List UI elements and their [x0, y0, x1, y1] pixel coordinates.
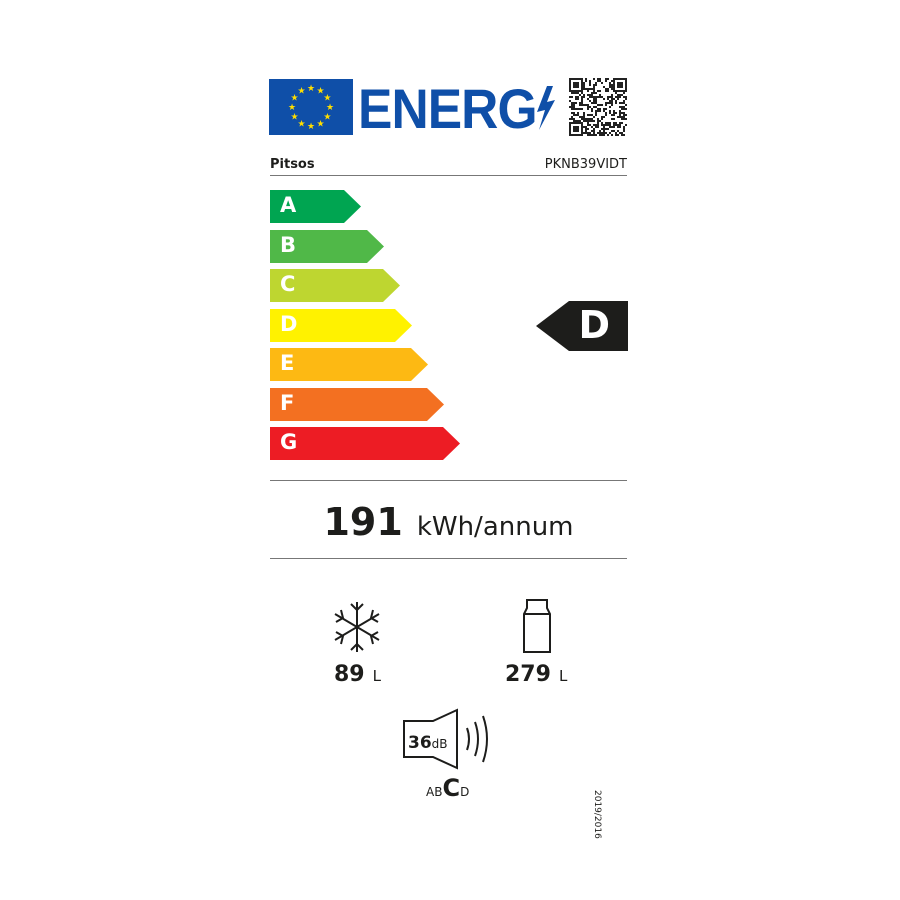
energy-class-letter: B: [280, 232, 297, 257]
svg-text:★: ★: [316, 87, 324, 97]
speaker-icon: [403, 708, 488, 770]
energy-unit: kWh/annum: [416, 512, 574, 542]
eu-flag-icon: ★ ★ ★ ★ ★ ★ ★ ★ ★ ★ ★ ★: [269, 79, 353, 135]
energy-class-bar-A: A: [270, 190, 361, 223]
freezer-value: 89: [334, 662, 365, 687]
rating-letter: D: [578, 303, 610, 347]
svg-text:★: ★: [323, 94, 331, 104]
svg-text:★: ★: [291, 94, 299, 104]
fridge-unit: L: [558, 667, 568, 685]
energy-class-letter: A: [280, 193, 297, 217]
energy-class-bar-D: D: [270, 308, 412, 342]
energy-class-bar-E: E: [270, 348, 428, 381]
snowflake-icon: [334, 602, 380, 652]
energy-class-bar-C: C: [270, 269, 400, 302]
freezer-volume: 89 L: [334, 662, 381, 687]
energy-class-bar-B: B: [270, 229, 384, 263]
fridge-value: 279: [505, 662, 551, 687]
svg-text:★: ★: [297, 119, 305, 129]
divider: [270, 480, 627, 481]
fridge-volume: 279 L: [505, 662, 567, 687]
energy-class-bar-G: G: [270, 427, 460, 460]
energy-class-letter: D: [280, 311, 298, 336]
energy-value: 191: [323, 500, 403, 544]
noise-class-C: C: [442, 774, 461, 802]
svg-text:★: ★: [307, 122, 315, 132]
lightning-icon: [537, 86, 555, 130]
energy-class-letter: C: [280, 272, 296, 296]
svg-text:★: ★: [291, 113, 299, 123]
svg-text:★: ★: [326, 103, 334, 113]
energy-class-letter: F: [280, 390, 295, 415]
brand-name: Pitsos: [270, 157, 315, 172]
noise-class-A: A: [426, 785, 435, 799]
bottle-icon: [523, 599, 551, 653]
svg-text:★: ★: [288, 103, 296, 113]
svg-text:★: ★: [307, 84, 315, 94]
noise-class-scale: ABCD: [426, 774, 469, 802]
noise-class-D: D: [460, 785, 470, 799]
noise-value: 36: [408, 733, 432, 753]
energy-logo-text: ENERG: [358, 77, 538, 140]
model-number: PKNB39VIDT: [544, 157, 627, 172]
energy-class-letter: G: [280, 430, 298, 454]
energy-class-bar-F: F: [270, 387, 444, 421]
divider: [270, 175, 627, 176]
noise-unit: dB: [431, 737, 448, 751]
svg-text:★: ★: [297, 87, 305, 97]
regulation-number: 2019/2016: [592, 790, 602, 839]
energy-consumption: 191 kWh/annum: [270, 500, 627, 544]
rating-pointer: D: [536, 301, 628, 355]
energy-class-letter: E: [280, 351, 295, 375]
noise-class-B: B: [434, 785, 443, 799]
svg-text:★: ★: [323, 113, 331, 123]
freezer-unit: L: [372, 667, 381, 685]
qr-code-icon: [569, 78, 627, 136]
divider: [270, 558, 627, 559]
noise-level: 36dB: [408, 733, 448, 753]
svg-text:★: ★: [316, 119, 324, 129]
